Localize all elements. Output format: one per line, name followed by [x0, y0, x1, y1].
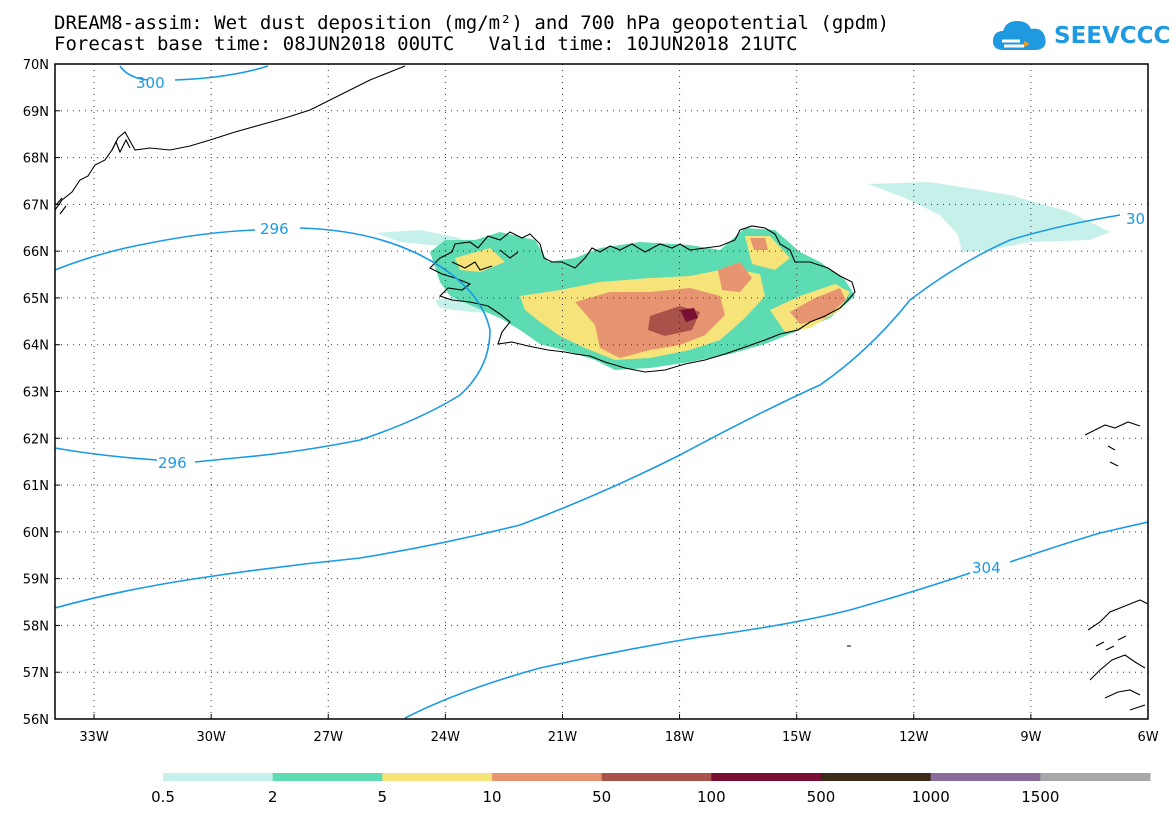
geopotential-contours	[54, 65, 1149, 719]
dust-area-light	[868, 182, 1110, 252]
legend-label: 5	[378, 788, 388, 806]
coastlines	[54, 65, 1149, 711]
greenland-coast	[54, 65, 406, 211]
legend-swatch	[1040, 773, 1151, 781]
legend-label: 0.5	[151, 788, 175, 806]
longitude-label: 21W	[548, 730, 578, 745]
legend-label: 1000	[912, 788, 950, 806]
longitude-label: 27W	[314, 730, 344, 745]
legend-swatch	[163, 773, 274, 781]
latitude-label: 59N	[23, 573, 49, 588]
longitude-label: 12W	[899, 730, 929, 745]
latitude-label: 57N	[23, 666, 49, 681]
latitude-label: 56N	[23, 713, 49, 728]
brand-name: SEEVCCC	[1054, 23, 1171, 49]
chart-title: DREAM8-assim: Wet dust deposition (mg/m²…	[54, 12, 890, 34]
latitude-label: 63N	[23, 386, 49, 401]
latitude-label: 62N	[23, 432, 49, 447]
latitude-label: 60N	[23, 526, 49, 541]
longitude-label: 6W	[1137, 730, 1158, 745]
longitude-labels: 33W 30W 27W 24W 21W 18W 15W 12W 9W 6W	[79, 714, 1159, 745]
contour-296	[54, 227, 491, 463]
longitude-label: 24W	[431, 730, 461, 745]
contour-label-300: 300	[136, 74, 165, 92]
latitude-label: 58N	[23, 619, 49, 634]
legend-label: 1500	[1021, 788, 1059, 806]
contour-labels: 300 296 296 30 304	[136, 74, 1145, 577]
iceland-westfjords	[451, 249, 519, 271]
legend-swatch	[382, 773, 493, 781]
legend-label: 500	[807, 788, 836, 806]
greenland-islands	[55, 197, 67, 215]
contour-label-30: 30	[1126, 210, 1145, 228]
dust-area-orange	[790, 288, 846, 324]
latitude-label: 70N	[23, 58, 49, 73]
legend-label: 50	[592, 788, 611, 806]
longitude-label: 30W	[196, 730, 226, 745]
latitude-label: 66N	[23, 245, 49, 260]
legend-swatch	[492, 773, 603, 781]
contour-mid	[54, 214, 1121, 609]
contour-304	[404, 521, 1149, 719]
scotland-islands	[847, 635, 1127, 651]
lat-lon-grid	[55, 64, 1148, 719]
brand-logo: SEEVCCC	[990, 16, 1170, 56]
greenland-fjord	[111, 138, 131, 154]
legend-swatch	[272, 773, 383, 781]
longitude-label: 9W	[1020, 730, 1041, 745]
legend-swatch	[821, 773, 932, 781]
legend-swatch	[930, 773, 1041, 781]
dust-area-orange	[750, 238, 768, 250]
faroe-islands	[1084, 421, 1141, 467]
latitude-labels: 70N 69N 68N 67N 66N 65N 64N 63N 62N 61N 60N 59N 58N 5…	[23, 58, 60, 728]
latitude-label: 68N	[23, 152, 49, 167]
latitude-label: 64N	[23, 339, 49, 354]
scotland-coast	[1087, 599, 1149, 711]
contour-label-304: 304	[972, 559, 1001, 577]
contour-label-296-south: 296	[158, 454, 187, 472]
dust-area-dark	[680, 308, 698, 322]
legend-label: 2	[268, 788, 278, 806]
chart-subtitle: Forecast base time: 08JUN2018 00UTC Vali…	[54, 33, 798, 55]
latitude-label: 69N	[23, 105, 49, 120]
longitude-label: 33W	[79, 730, 109, 745]
legend-swatch	[711, 773, 822, 781]
latitude-label: 67N	[23, 198, 49, 213]
latitude-label: 61N	[23, 479, 49, 494]
contour-300	[119, 65, 269, 81]
legend-label: 100	[697, 788, 726, 806]
latitude-label: 65N	[23, 292, 49, 307]
color-legend: 0.5 2 5 10 50 100 500 1000 1500	[151, 773, 1151, 806]
longitude-label: 15W	[782, 730, 812, 745]
dust-deposition-shading	[376, 182, 1110, 370]
legend-swatch	[601, 773, 712, 781]
iceland-coast	[429, 225, 856, 373]
longitude-label: 18W	[665, 730, 695, 745]
dust-area-orange	[718, 262, 752, 292]
contour-label-296-north: 296	[260, 220, 289, 238]
legend-label: 10	[482, 788, 501, 806]
cloud-logo-icon	[992, 21, 1046, 50]
